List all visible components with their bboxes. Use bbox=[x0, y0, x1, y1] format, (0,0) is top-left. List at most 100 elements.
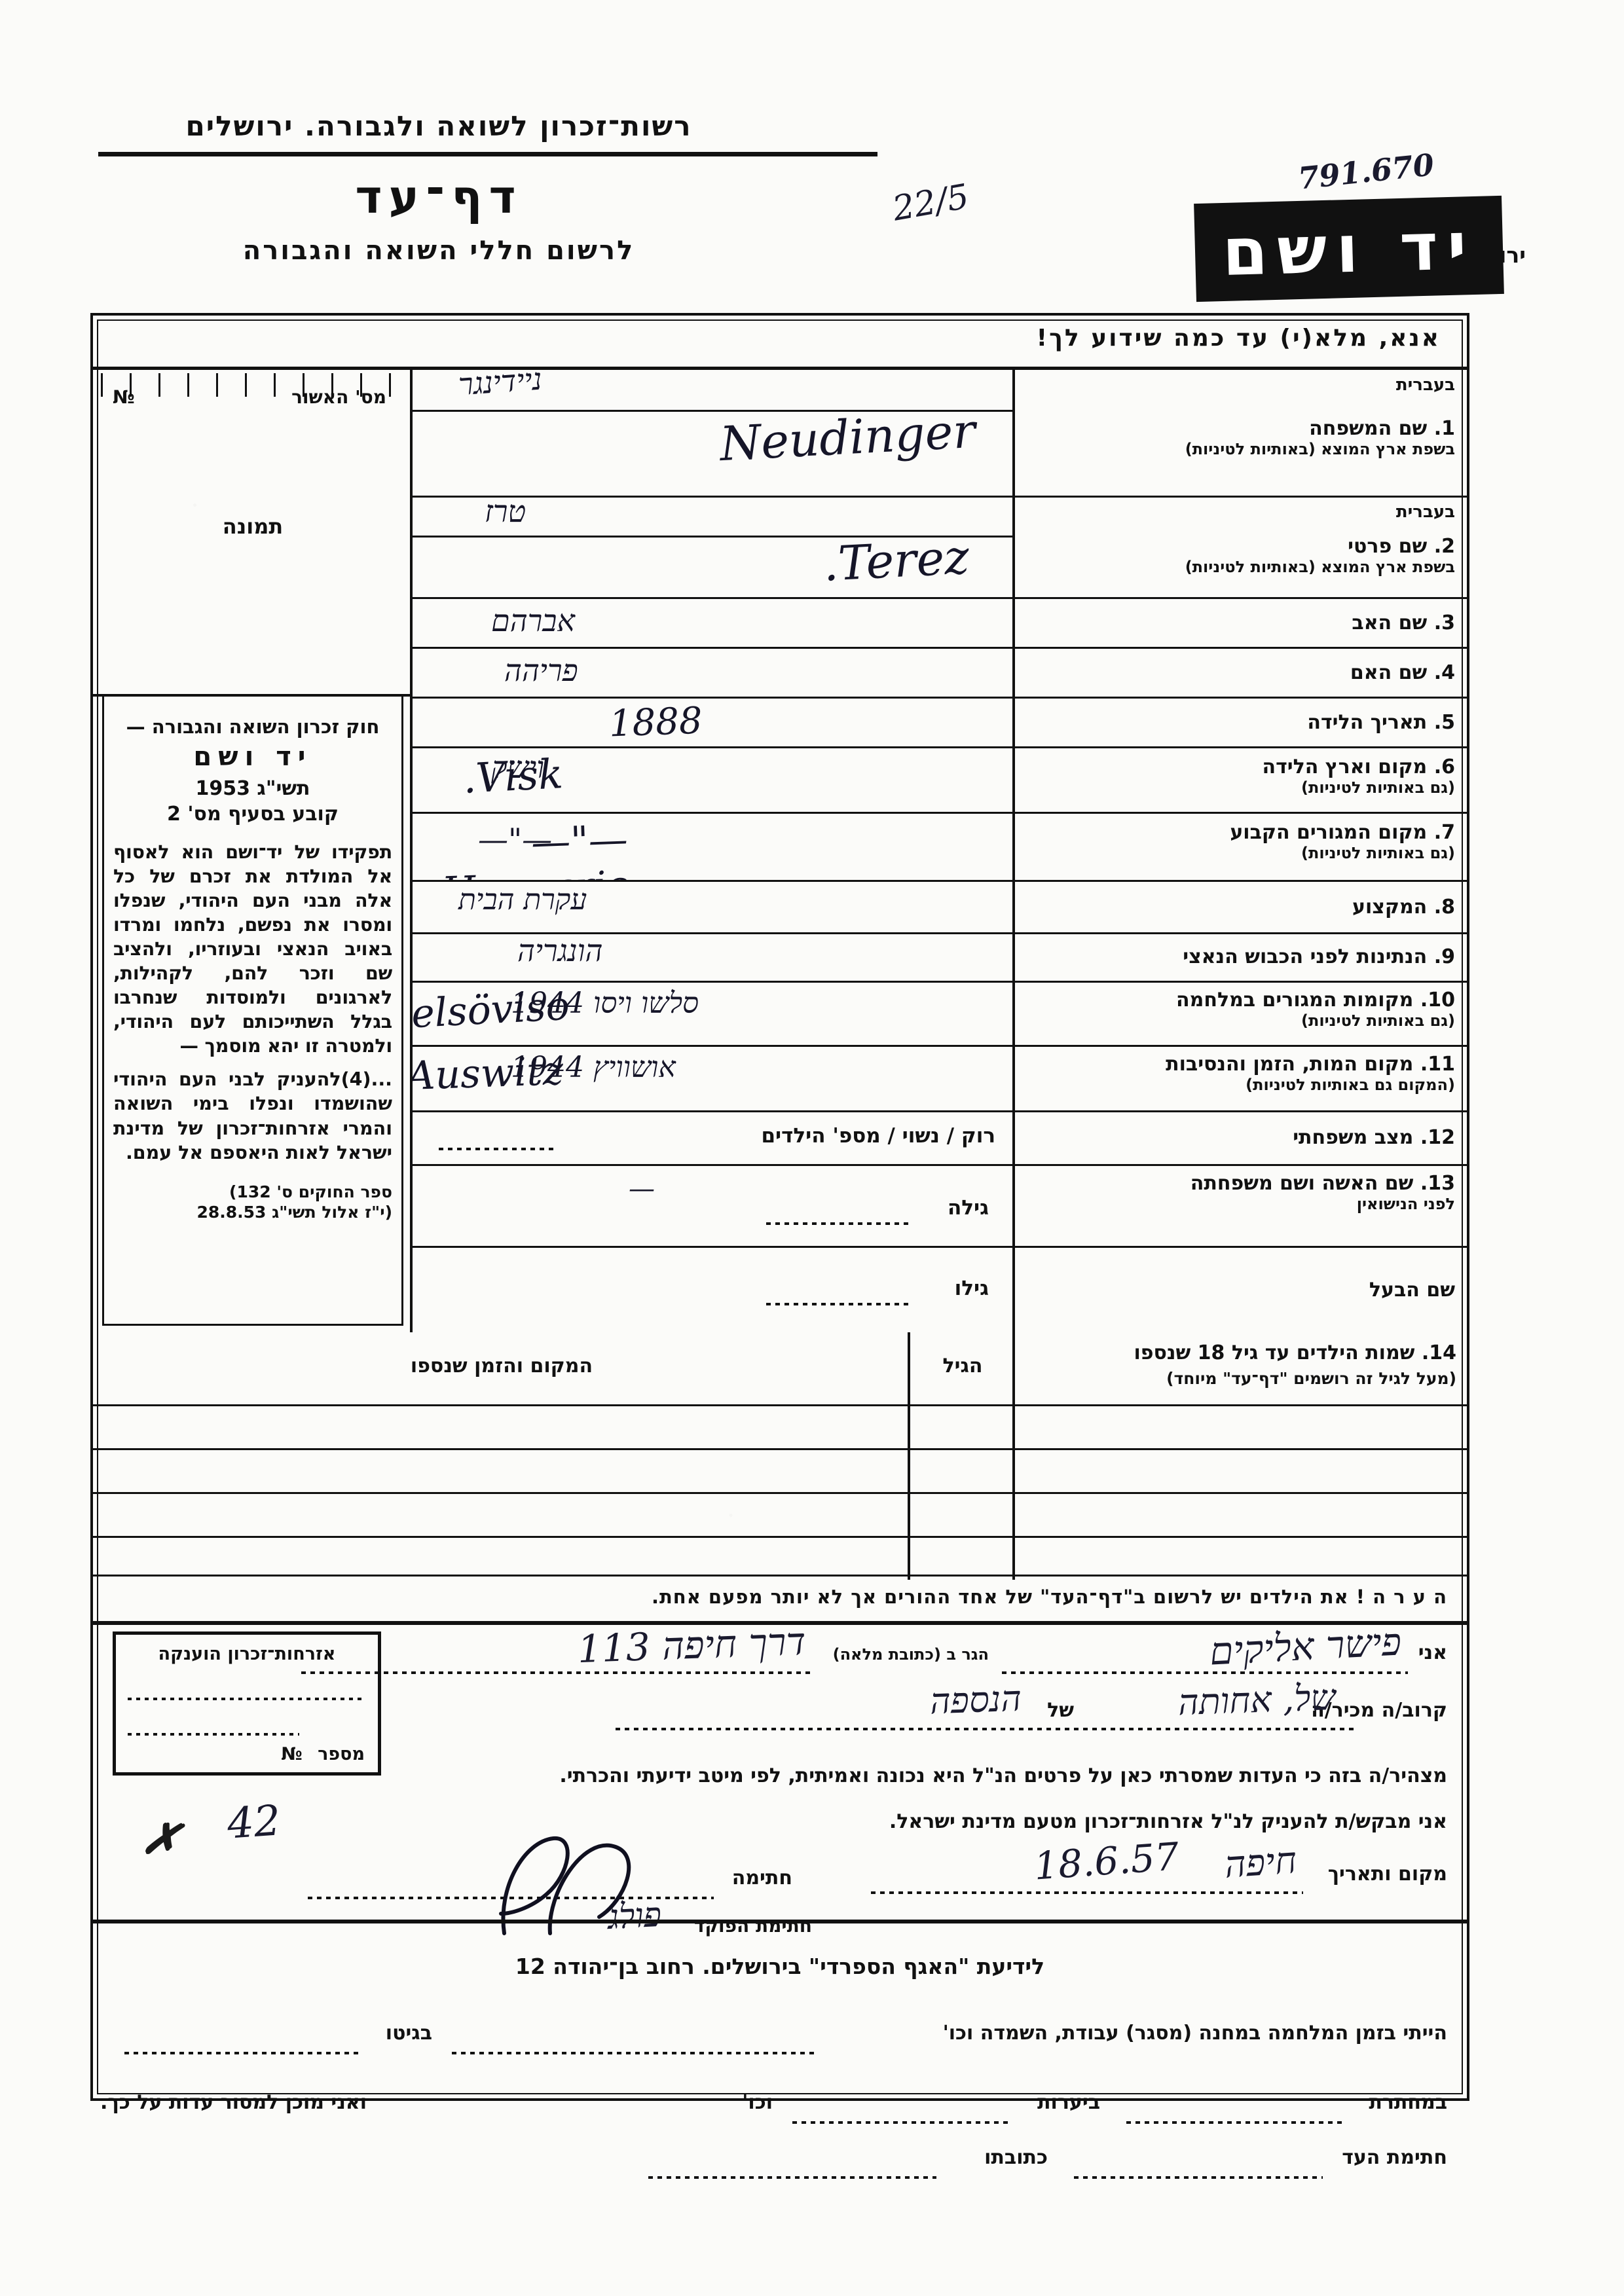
field-7-sublabel: (גם באותיות לטיניות) bbox=[1301, 843, 1455, 862]
value-row-12[interactable]: רוק / נשוי / מספ' הילדים bbox=[413, 1112, 1015, 1166]
law-heading-1: חוק זכרון השואה והגבורה — bbox=[126, 716, 380, 738]
field-8-number: 8. bbox=[1433, 896, 1455, 919]
field-row-4[interactable]: 4. שם האם bbox=[1015, 649, 1467, 699]
yad-vashem-logo: יד ושם bbox=[1194, 195, 1504, 302]
field-13-sublabel: לפני הנישואין bbox=[1356, 1194, 1455, 1213]
form-body-frame: אנא, מלא(י) עד כמה שידוע לך! בעברית 1. ש… bbox=[90, 313, 1469, 2179]
value-row-9[interactable]: הונגריה bbox=[413, 934, 1015, 983]
child-age-cell[interactable] bbox=[908, 1494, 1015, 1536]
value-row-6[interactable]: Visk. וישק bbox=[413, 748, 1015, 814]
table-row[interactable] bbox=[93, 1406, 1467, 1450]
value-row-7[interactable]: —"— Hungarie —"— bbox=[413, 814, 1015, 882]
field-row-10[interactable]: 10. מקומות המגורים במלחמה (גם באותיות לט… bbox=[1015, 983, 1467, 1047]
children-names-subheader: (מעל לגיל זה רושמים "דף־עד" מיוחד) bbox=[1166, 1369, 1456, 1388]
top-note-handwritten: 22/5 bbox=[889, 177, 972, 229]
field-row-1[interactable]: בעברית 1. שם המשפחה בשפת ארץ המוצא (באות… bbox=[1015, 367, 1467, 498]
child-place-cell[interactable] bbox=[93, 1494, 910, 1536]
sephardic-title: לידיעת "האגף הספרדי" בירושלים. רחוב בן־י… bbox=[515, 1954, 1045, 1979]
of-label: של bbox=[1047, 1699, 1074, 1722]
approval-number-symbol: № bbox=[113, 386, 135, 408]
photo-label: תמונה bbox=[222, 514, 284, 539]
ghetto-label: בגיטו bbox=[385, 2022, 432, 2045]
field-2-hebrew-label: בעברית bbox=[1395, 502, 1455, 522]
age-label-female: גילה bbox=[947, 1196, 989, 1220]
comb-decoration bbox=[101, 373, 405, 397]
memorial-line-1 bbox=[128, 1698, 366, 1700]
field-2-hebrew-value: טרז bbox=[485, 498, 526, 529]
child-place-cell[interactable] bbox=[93, 1538, 910, 1580]
photo-placeholder[interactable]: מס' האשור № תמונה bbox=[93, 367, 413, 697]
husband-value-row[interactable]: גילו bbox=[413, 1248, 1015, 1333]
field-11-hebrew-value: אושוויץ 1944 bbox=[511, 1051, 676, 1084]
marital-status-options[interactable]: רוק / נשוי / מספ' הילדים bbox=[761, 1124, 995, 1148]
child-name-cell[interactable] bbox=[1012, 1494, 1467, 1536]
declaration-block: אני פישר אליקים הגר ב (כתובת מלאה) דרך ח… bbox=[93, 1619, 1467, 1937]
child-age-cell[interactable] bbox=[908, 1406, 1015, 1448]
child-age-cell[interactable] bbox=[908, 1450, 1015, 1492]
field-5-value: 1888 bbox=[608, 699, 703, 746]
child-name-cell[interactable] bbox=[1012, 1450, 1467, 1492]
law-excerpt-box: חוק זכרון השואה והגבורה — יד ושם תשי"ג 1… bbox=[102, 694, 403, 1326]
value-row-13[interactable]: גילה — bbox=[413, 1166, 1015, 1248]
field-3-label: שם האב bbox=[1352, 611, 1428, 634]
children-names-header-cell: 14. שמות הילדים עד גיל 18 שנספו (מעל לגי… bbox=[1012, 1332, 1467, 1404]
table-row[interactable] bbox=[93, 1538, 1467, 1580]
value-row-1[interactable]: ניידינגר Neudinger bbox=[413, 367, 1015, 498]
field-5-number: 5. bbox=[1433, 711, 1455, 734]
field-row-12[interactable]: 12. מצב משפחתי bbox=[1015, 1112, 1467, 1166]
camp-question: הייתי בזמן המלחמה במחנה (מסגר) עבודת, הש… bbox=[942, 2022, 1447, 2045]
value-row-2[interactable]: טרז Terez. bbox=[413, 498, 1015, 599]
field-row-8[interactable]: 8. המקצוע bbox=[1015, 882, 1467, 934]
page-subtitle: לרשום חללי השואה והגבורה bbox=[242, 236, 635, 266]
children-table-header: 14. שמות הילדים עד גיל 18 שנספו (מעל לגי… bbox=[93, 1332, 1467, 1406]
child-place-cell[interactable] bbox=[93, 1450, 910, 1492]
header-divider bbox=[98, 152, 877, 156]
field-2-number: 2. bbox=[1433, 535, 1455, 558]
field-6-label: מקום וארץ הלידה bbox=[1262, 756, 1428, 778]
value-row-5[interactable]: 1888 bbox=[413, 699, 1015, 748]
place-date-label: מקום ותאריך bbox=[1327, 1863, 1447, 1886]
value-row-3[interactable]: אברהם bbox=[413, 599, 1015, 649]
field-10-label: מקומות המגורים במלחמה bbox=[1176, 989, 1414, 1011]
field-1-hebrew-label: בעברית bbox=[1395, 375, 1455, 395]
field-1-number: 1. bbox=[1433, 417, 1455, 440]
value-row-11[interactable]: Auswitz אושוויץ 1944 bbox=[413, 1047, 1015, 1112]
child-name-cell[interactable] bbox=[1012, 1538, 1467, 1580]
field-12-label: מצב משפחתי bbox=[1293, 1126, 1414, 1149]
memorial-number-text: מספר bbox=[318, 1744, 365, 1764]
memorial-citizenship-box[interactable]: אזרחות־זכרון הוענקה מספר № bbox=[113, 1631, 381, 1776]
value-row-10[interactable]: Selsöviso סלשו ויסו 1944 bbox=[413, 983, 1015, 1047]
value-row-8[interactable]: עקרת הבית bbox=[413, 882, 1015, 934]
field-row-11[interactable]: 11. מקום המות, הזמן והנסיבות (המקום גם ב… bbox=[1015, 1047, 1467, 1112]
child-place-cell[interactable] bbox=[93, 1406, 910, 1448]
approval-number-row[interactable]: מס' האשור № bbox=[93, 373, 413, 412]
children-place-header-cell: המקום והזמן שנספו bbox=[93, 1332, 910, 1404]
law-heading-2: יד ושם bbox=[193, 742, 312, 772]
field-row-2[interactable]: בעברית 2. שם פרטי בשפת ארץ המוצא (באותיו… bbox=[1015, 498, 1467, 599]
value-row-4[interactable]: פריהה bbox=[413, 649, 1015, 699]
filer-signature-label: חתימת הפוקד bbox=[693, 1915, 812, 1937]
plea-row: אנא, מלא(י) עד כמה שידוע לך! bbox=[93, 316, 1467, 370]
field-row-3[interactable]: 3. שם האב bbox=[1015, 599, 1467, 649]
signature-label: חתימה bbox=[731, 1867, 792, 1889]
field-row-5[interactable]: 5. תאריך הלידה bbox=[1015, 699, 1467, 748]
field-row-7[interactable]: 7. מקום המגורים הקבוע (גם באותיות לטיניו… bbox=[1015, 814, 1467, 882]
field-7-number: 7. bbox=[1433, 821, 1455, 844]
field-row-6[interactable]: 6. מקום וארץ הלידה (גם באותיות לטיניות) bbox=[1015, 748, 1467, 814]
field-6-number: 6. bbox=[1433, 756, 1455, 778]
field-row-13[interactable]: 13. שם האשה ושם משפחתה לפני הנישואין bbox=[1015, 1166, 1467, 1248]
field-3-number: 3. bbox=[1433, 611, 1455, 634]
archive-number-handwritten: 791.670 bbox=[1296, 147, 1436, 196]
relative-label: קרוב/ה מכיר/ה bbox=[1311, 1699, 1447, 1722]
husband-name-row[interactable]: שם הבעל bbox=[1015, 1248, 1467, 1333]
table-row[interactable] bbox=[93, 1494, 1467, 1538]
field-row-9[interactable]: 9. הנתינות לפני הכבוש הנאצי bbox=[1015, 934, 1467, 983]
sephardic-section: לידיעת "האגף הספרדי" בירושלים. רחוב בן־י… bbox=[93, 1923, 1467, 2179]
child-age-cell[interactable] bbox=[908, 1538, 1015, 1580]
witness-signature-label: חתימת העד bbox=[1342, 2146, 1447, 2169]
field-10-hebrew-value: סלשו ויסו 1944 bbox=[511, 987, 699, 1020]
child-name-cell[interactable] bbox=[1012, 1406, 1467, 1448]
memorial-citizenship-title: אזרחות־זכרון הוענקה bbox=[158, 1644, 336, 1664]
field-1-latin-value: Neudinger bbox=[718, 403, 977, 472]
table-row[interactable] bbox=[93, 1450, 1467, 1494]
